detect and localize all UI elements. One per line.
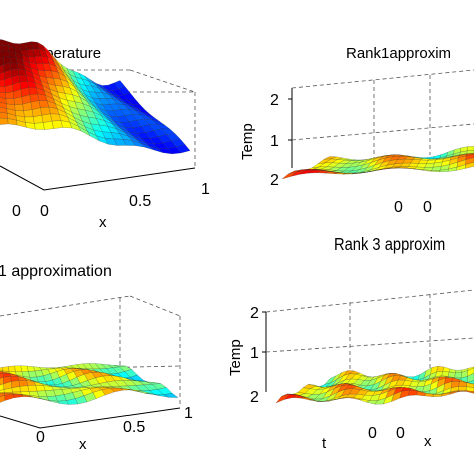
x-tick-label: 0	[423, 199, 432, 216]
surface-patch	[454, 372, 462, 379]
x-tick-label: 0	[394, 199, 403, 216]
surface-patch	[25, 122, 36, 130]
surface-patch	[19, 385, 30, 393]
x-tick-label: 1	[201, 181, 210, 198]
surface-patch	[0, 79, 6, 88]
surface-patch	[5, 91, 15, 99]
z-tick-label: 2	[270, 92, 279, 109]
z-tick-label: 1	[250, 345, 259, 362]
tick-label: 0	[40, 203, 49, 220]
panel-actual-temperature: ual temperature 0 0 0.5 1 x	[0, 39, 210, 231]
surface-patch	[175, 144, 191, 154]
surface-patch	[424, 162, 435, 168]
surface-patch	[0, 86, 6, 94]
panel-title: Rank 3 approxim	[334, 235, 445, 255]
surface-patch	[14, 103, 24, 112]
panel-title: 1 approximation	[0, 263, 112, 280]
z-tick-label: 2	[250, 305, 259, 322]
surface-patch	[34, 122, 45, 130]
z-tick-label: 2	[270, 172, 279, 189]
x-tick-label: 0.5	[129, 193, 151, 210]
x-axis-label: x	[99, 214, 107, 231]
surface-patch	[27, 385, 38, 392]
surface-patch	[2, 50, 10, 58]
surface-patch	[32, 115, 44, 124]
surface-patch	[0, 395, 6, 403]
x-axis-label: x	[424, 433, 432, 450]
surface-patch	[4, 394, 15, 401]
z-tick-label: 2	[250, 389, 259, 406]
surface-patch	[441, 371, 450, 377]
axes-box	[288, 69, 474, 168]
x-tick-label: 0	[368, 425, 377, 442]
surface-patch	[465, 161, 474, 169]
x-tick-label: 0	[396, 425, 405, 442]
panel-title: Rank1approxim	[346, 45, 451, 62]
surface-patch	[23, 109, 34, 118]
surface-patch	[465, 390, 474, 394]
surface-patch	[2, 366, 10, 372]
surface-patch	[432, 394, 443, 397]
surface-patch	[8, 365, 16, 372]
panel-rank1-approximation-2: 1 approximation 0 0.5 1 x	[0, 263, 193, 453]
surface-patch	[466, 146, 474, 152]
z-axis-label: Temp	[227, 339, 244, 376]
surface-patch	[28, 87, 38, 95]
surface-patch	[18, 74, 28, 83]
x-tick-label: 0	[36, 429, 45, 446]
x-axis-label: x	[79, 436, 87, 453]
surface-plot	[275, 365, 474, 405]
surface-patch	[162, 393, 179, 398]
surface-patch	[0, 117, 9, 125]
x-tick-label: 1	[184, 405, 193, 422]
surface-patch	[13, 394, 24, 399]
panel-rank3-approximation: Rank 3 approxim 2 1 2 0 0 t x Temp	[227, 235, 474, 452]
axes-box	[0, 295, 181, 429]
z-tick-label: 1	[270, 133, 279, 150]
panel-rank1-approximation: Rank1approxim 2 1 2 0 0 Temp	[239, 45, 474, 216]
surface-patch	[458, 386, 467, 391]
surface-patch	[10, 62, 19, 70]
surface-patch	[42, 120, 54, 130]
z-axis-label: Temp	[239, 123, 256, 160]
surface-patch	[429, 170, 441, 173]
tick-label: 0	[12, 203, 21, 220]
surface-plot	[0, 363, 179, 405]
y-axis-label: t	[322, 435, 327, 452]
x-tick-label: 0.5	[123, 419, 145, 436]
surface-plot	[0, 39, 191, 155]
surface-plot	[281, 146, 474, 180]
axes-box	[262, 289, 474, 392]
